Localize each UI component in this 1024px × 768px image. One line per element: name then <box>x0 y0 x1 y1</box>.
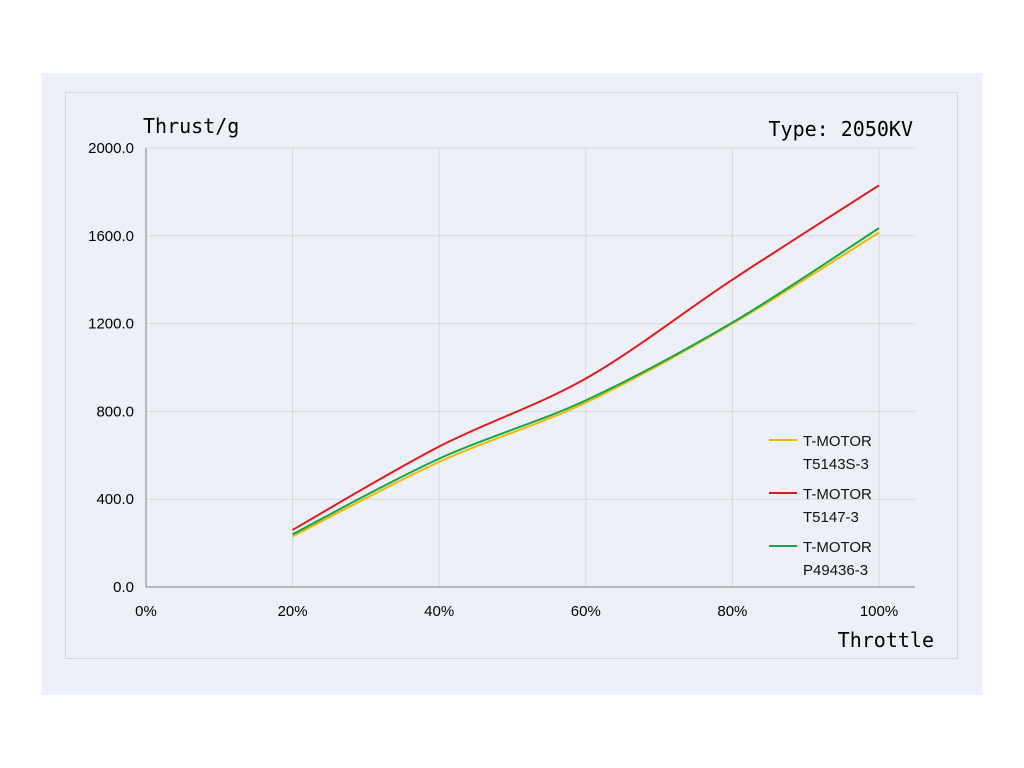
y-tick-label: 2000.0 <box>88 140 134 157</box>
y-tick-labels: 0.0 400.0 800.0 1200.0 1600.0 2000.0 <box>88 140 134 596</box>
chart-panel <box>42 73 982 695</box>
legend-label: T-MOTOR <box>803 433 872 450</box>
chart-frame <box>65 92 958 659</box>
legend: T-MOTOR T5143S-3 T-MOTOR T5147-3 T-MOTOR P494… <box>769 433 872 579</box>
x-tick-labels: 0% 20% 40% 60% 80% 100% <box>135 603 898 620</box>
y-tick-label: 1600.0 <box>88 228 134 245</box>
legend-label: P49436-3 <box>803 562 868 579</box>
legend-label: T-MOTOR <box>803 486 872 503</box>
y-tick-label: 800.0 <box>96 403 134 420</box>
x-tick-label: 60% <box>571 603 601 620</box>
y-tick-label: 1200.0 <box>88 316 134 333</box>
x-tick-label: 80% <box>717 603 747 620</box>
y-tick-label: 0.0 <box>113 579 134 596</box>
x-tick-label: 20% <box>278 603 308 620</box>
series-line <box>292 227 880 536</box>
series-line <box>292 184 880 531</box>
y-tick-label: 400.0 <box>96 491 134 508</box>
series-lines <box>292 184 880 538</box>
grid <box>146 147 915 587</box>
legend-label: T-MOTOR <box>803 539 872 556</box>
chart-title: Type: 2050KV <box>769 117 914 141</box>
x-axis-label: Throttle <box>838 628 934 652</box>
x-tick-label: 0% <box>135 603 157 620</box>
series-line <box>292 231 880 538</box>
legend-label: T5143S-3 <box>803 456 869 473</box>
x-tick-label: 40% <box>424 603 454 620</box>
legend-label: T5147-3 <box>803 509 859 526</box>
x-tick-label: 100% <box>860 603 898 620</box>
y-axis-label: Thrust/g <box>143 114 239 138</box>
